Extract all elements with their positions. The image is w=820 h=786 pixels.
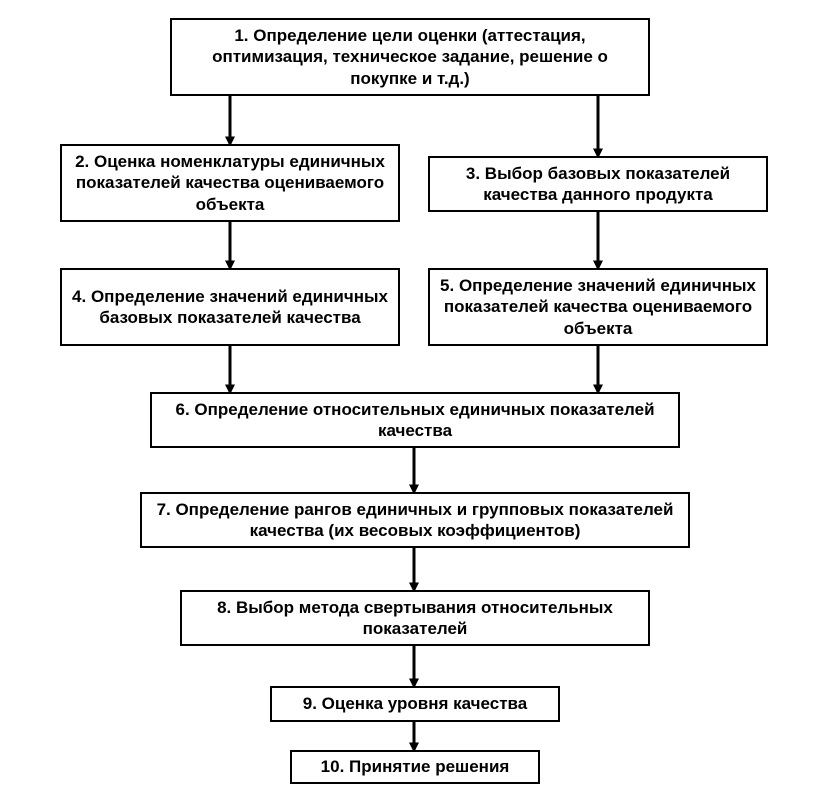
flowchart-node-n3: 3. Выбор базовых показателей качества да… [428,156,768,212]
node-label: 2. Оценка номенклатуры единичных показат… [72,151,388,215]
flowchart-node-n2: 2. Оценка номенклатуры единичных показат… [60,144,400,222]
node-label: 8. Выбор метода свертывания относительны… [192,597,638,640]
node-label: 6. Определение относительных единичных п… [162,399,668,442]
node-label: 7. Определение рангов единичных и группо… [152,499,678,542]
flowchart-node-n5: 5. Определение значений единичных показа… [428,268,768,346]
flowchart-node-n1: 1. Определение цели оценки (аттестация, … [170,18,650,96]
flowchart-node-n4: 4. Определение значений единичных базовы… [60,268,400,346]
node-label: 9. Оценка уровня качества [303,693,527,714]
flowchart-node-n8: 8. Выбор метода свертывания относительны… [180,590,650,646]
flowchart-node-n9: 9. Оценка уровня качества [270,686,560,722]
node-label: 5. Определение значений единичных показа… [440,275,756,339]
node-label: 4. Определение значений единичных базовы… [72,286,388,329]
node-label: 1. Определение цели оценки (аттестация, … [182,25,638,89]
flowchart-node-n6: 6. Определение относительных единичных п… [150,392,680,448]
node-label: 10. Принятие решения [321,756,510,777]
flowchart-node-n7: 7. Определение рангов единичных и группо… [140,492,690,548]
flowchart-node-n10: 10. Принятие решения [290,750,540,784]
node-label: 3. Выбор базовых показателей качества да… [440,163,756,206]
